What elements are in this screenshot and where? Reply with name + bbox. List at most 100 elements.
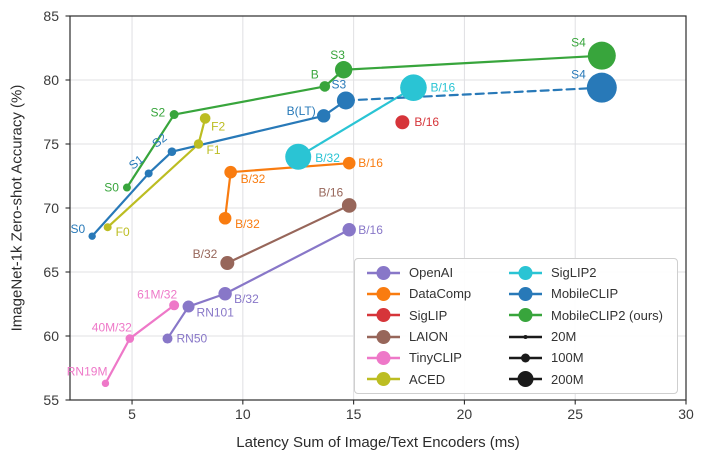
data-point [341, 198, 357, 213]
x-tick-label: 5 [128, 406, 136, 422]
legend-item-label: ACED [409, 371, 446, 387]
legend-marker-icon [509, 371, 542, 388]
legend-column-2: SigLIP2 MobileCLIP MobileCLIP2 (ours) 20M 10… [507, 262, 673, 390]
legend-marker-icon [367, 286, 400, 301]
legend-marker-icon [509, 334, 542, 339]
legend-marker-icon [367, 329, 400, 344]
legend-item-label: 100M [551, 350, 584, 366]
y-tick-label: 70 [43, 200, 59, 216]
point-label: B/16 [430, 81, 455, 95]
x-tick-label: 15 [345, 406, 362, 422]
legend-marker-icon [367, 372, 400, 387]
legend-item-label: LAION [409, 329, 449, 345]
y-tick-label: 60 [43, 328, 59, 344]
series-line-siglip2 [297, 86, 415, 158]
legend-marker-icon [509, 265, 542, 280]
legend-item-label: 200M [551, 371, 584, 387]
point-label: S3 [330, 48, 345, 62]
data-point [122, 183, 131, 192]
legend-item-laion: LAION [365, 327, 505, 347]
legend-item-aced: ACED [365, 369, 505, 389]
data-point [395, 115, 410, 130]
point-label: S3 [332, 77, 347, 91]
point-label: RN19M [67, 364, 108, 378]
point-label: S0 [70, 222, 85, 236]
legend-item-label: OpenAI [409, 265, 454, 281]
data-point [218, 287, 232, 301]
legend-item-label: MobileCLIP2 (ours) [551, 307, 663, 323]
legend-item-mobileclip2-ours-: MobileCLIP2 (ours) [507, 305, 673, 325]
legend-item-openai: OpenAI [365, 263, 505, 283]
series-line-openai [166, 228, 351, 340]
data-point [199, 113, 211, 124]
legend-item-20m: 20M [507, 327, 673, 347]
x-tick-label: 25 [567, 406, 583, 422]
point-label: B/32 [315, 151, 340, 165]
x-axis-title: Latency Sum of Image/Text Encoders (ms) [236, 434, 520, 451]
legend-marker-icon [509, 353, 542, 363]
x-tick-label: 10 [235, 406, 251, 422]
legend-item-label: MobileCLIP [551, 286, 619, 302]
y-tick-label: 85 [43, 8, 59, 24]
legend-item-label: DataComp [409, 286, 472, 302]
data-point [169, 110, 179, 120]
legend-item-tinyclip: TinyCLIP [365, 348, 505, 368]
point-label: B/32 [235, 217, 260, 231]
series-line-mobileclip [344, 86, 603, 102]
legend-item-200m: 200M [507, 369, 673, 389]
x-tick-label: 20 [456, 406, 473, 422]
legend-item-label: 20M [551, 329, 577, 345]
chart-legend: OpenAI DataComp SigLIP LAION TinyCLIP ACED Si… [354, 258, 678, 394]
series-line-tinyclip [104, 304, 176, 385]
point-label: B/32 [193, 247, 218, 261]
legend-item-siglip2: SigLIP2 [507, 263, 673, 283]
y-tick-label: 55 [43, 392, 59, 408]
point-label: S0 [104, 181, 119, 195]
point-label: B [311, 67, 319, 81]
data-point [169, 300, 180, 311]
x-tick-label: 30 [678, 406, 694, 422]
point-label: S1 [126, 152, 146, 172]
point-label: B(LT) [287, 104, 316, 118]
series-line-laion [226, 204, 351, 265]
legend-column-1: OpenAI DataComp SigLIP LAION TinyCLIP ACED [365, 262, 505, 390]
y-tick-label: 80 [43, 72, 59, 88]
data-point [218, 211, 232, 225]
data-point [224, 165, 237, 179]
legend-marker-icon [367, 350, 400, 365]
data-point [103, 223, 112, 232]
legend-item-label: SigLIP [409, 307, 448, 323]
point-label: RN50 [176, 332, 207, 346]
point-label: B/16 [358, 156, 383, 170]
data-point [144, 169, 153, 178]
point-label: 61M/32 [137, 287, 177, 301]
point-label: S2 [150, 106, 165, 120]
legend-marker-icon [367, 308, 400, 323]
data-point [336, 91, 355, 110]
data-point [220, 256, 235, 271]
legend-item-100m: 100M [507, 348, 673, 368]
point-label: B/32 [241, 172, 266, 186]
data-point [400, 74, 427, 101]
data-point [182, 300, 195, 313]
point-label: B/16 [358, 223, 383, 237]
point-label: S4 [571, 68, 586, 82]
data-point [586, 72, 617, 103]
data-point [319, 81, 331, 92]
data-point [193, 139, 204, 149]
y-tick-label: 75 [43, 136, 59, 152]
data-point [88, 232, 96, 240]
point-label: F0 [116, 225, 130, 239]
legend-marker-icon [509, 308, 542, 323]
point-label: B/16 [319, 185, 344, 199]
point-label: 40M/32 [92, 321, 132, 335]
legend-item-siglip: SigLIP [365, 305, 505, 325]
data-point [342, 156, 356, 170]
data-point [342, 223, 356, 237]
data-point [587, 41, 616, 70]
data-point [101, 379, 110, 388]
point-label: S4 [571, 36, 586, 50]
legend-marker-icon [367, 265, 400, 280]
